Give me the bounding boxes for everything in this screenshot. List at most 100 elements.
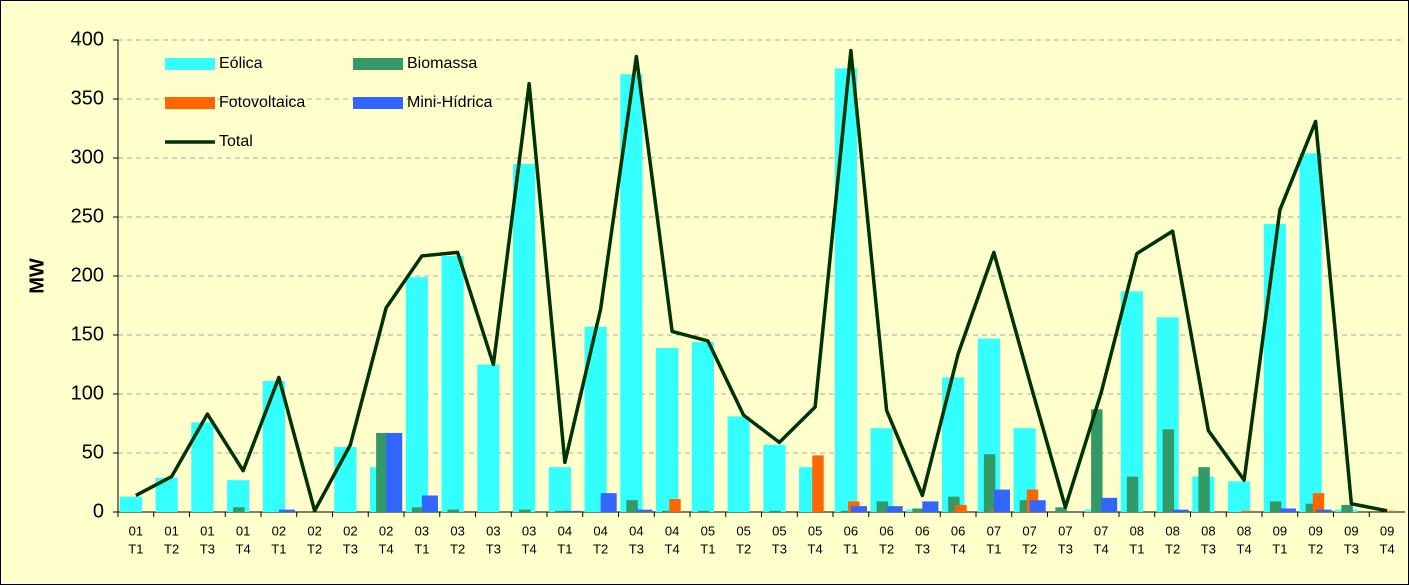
x-tick-label: 09 <box>1380 523 1394 538</box>
x-tick-label: 03 <box>522 523 536 538</box>
bar <box>1263 224 1286 512</box>
x-tick-label: T4 <box>522 541 537 556</box>
bar <box>620 74 643 512</box>
bar <box>697 510 710 512</box>
x-tick-label: T1 <box>700 541 715 556</box>
y-tick-label: 0 <box>93 500 104 522</box>
bar <box>636 509 653 512</box>
x-tick-label: 08 <box>1237 523 1251 538</box>
x-tick-label: T1 <box>414 541 429 556</box>
x-tick-label: 04 <box>629 523 643 538</box>
y-axis-label: MW <box>26 258 48 294</box>
x-tick-label: 08 <box>1201 523 1215 538</box>
line <box>135 48 1388 513</box>
bar <box>447 509 460 512</box>
bar <box>948 496 960 512</box>
x-tick-label: 02 <box>343 523 357 538</box>
bar <box>600 493 617 512</box>
x-tick-label: 02 <box>379 523 393 538</box>
bar <box>421 495 438 512</box>
bar <box>554 510 567 512</box>
legend-label: Biomassa <box>407 55 477 72</box>
bar <box>233 507 245 512</box>
x-tick-label: 04 <box>593 523 607 538</box>
x-tick-label: T2 <box>307 541 322 556</box>
bar <box>376 432 388 512</box>
x-tick-label: T4 <box>1237 541 1252 556</box>
y-tick-label: 100 <box>71 382 104 404</box>
bar <box>1101 497 1118 512</box>
bar <box>850 506 867 512</box>
bar <box>763 444 786 512</box>
x-tick-label: 07 <box>1022 523 1036 538</box>
bar <box>262 381 285 512</box>
bar <box>1312 493 1325 512</box>
x-tick-label: T4 <box>808 541 823 556</box>
x-tick-label: T2 <box>593 541 608 556</box>
x-tick-label: 03 <box>450 523 464 538</box>
x-tick-label: 04 <box>558 523 572 538</box>
x-tick-label: T1 <box>1129 541 1144 556</box>
y-tick-label: 350 <box>71 87 104 109</box>
bar <box>840 510 853 512</box>
bar <box>1029 500 1046 512</box>
y-tick-label: 250 <box>71 205 104 227</box>
x-tick-label: T1 <box>128 541 143 556</box>
x-tick-label: 06 <box>915 523 929 538</box>
bar <box>119 496 142 512</box>
bar <box>1055 507 1067 512</box>
bar <box>564 510 581 512</box>
x-tick-label: 03 <box>486 523 500 538</box>
bar <box>411 507 424 512</box>
bar <box>955 504 967 512</box>
x-tick-label: T3 <box>772 541 787 556</box>
x-tick-label: T4 <box>665 541 680 556</box>
bar <box>922 501 939 512</box>
x-tick-label: 08 <box>1130 523 1144 538</box>
x-tick-label: T4 <box>1380 541 1395 556</box>
x-tick-label: T4 <box>236 541 251 556</box>
x-tick-label: 03 <box>415 523 429 538</box>
bar <box>669 499 681 512</box>
bar <box>513 163 536 512</box>
bar <box>1241 510 1253 512</box>
x-tick-label: 05 <box>808 523 822 538</box>
x-tick-label: T1 <box>843 541 858 556</box>
legend-label: Mini-Hídrica <box>407 94 492 111</box>
bar <box>1299 153 1322 512</box>
bar <box>1172 509 1189 512</box>
x-tick-label: T2 <box>1308 541 1323 556</box>
bar <box>477 364 500 512</box>
bar <box>626 500 638 512</box>
x-tick-label: T3 <box>1344 541 1359 556</box>
x-tick-label: T1 <box>1272 541 1287 556</box>
x-tick-label: 09 <box>1344 523 1358 538</box>
bar <box>386 432 403 512</box>
bar <box>441 255 464 512</box>
bar <box>1198 467 1210 512</box>
y-tick-label: 300 <box>71 146 104 168</box>
x-tick-label: T2 <box>879 541 894 556</box>
bar <box>834 68 857 512</box>
bar <box>1019 500 1032 512</box>
bar <box>993 489 1010 512</box>
x-tick-label: 07 <box>987 523 1001 538</box>
x-tick-label: T3 <box>343 541 358 556</box>
legend-label: Eólica <box>219 55 263 72</box>
x-tick-label: T3 <box>1058 541 1073 556</box>
x-tick-label: T2 <box>1022 541 1037 556</box>
x-tick-label: 01 <box>236 523 250 538</box>
x-tick-label: 04 <box>665 523 679 538</box>
bar <box>519 509 531 512</box>
y-tick-label: 150 <box>71 323 104 345</box>
bar <box>155 477 178 512</box>
x-tick-label: 05 <box>736 523 750 538</box>
bar <box>1162 429 1175 512</box>
y-tick-label: 50 <box>82 441 104 463</box>
legend-swatch <box>165 58 215 70</box>
x-tick-label: 08 <box>1165 523 1179 538</box>
x-tick-label: 02 <box>272 523 286 538</box>
bar <box>1120 291 1143 512</box>
bar <box>1269 501 1282 512</box>
bar <box>656 347 679 512</box>
